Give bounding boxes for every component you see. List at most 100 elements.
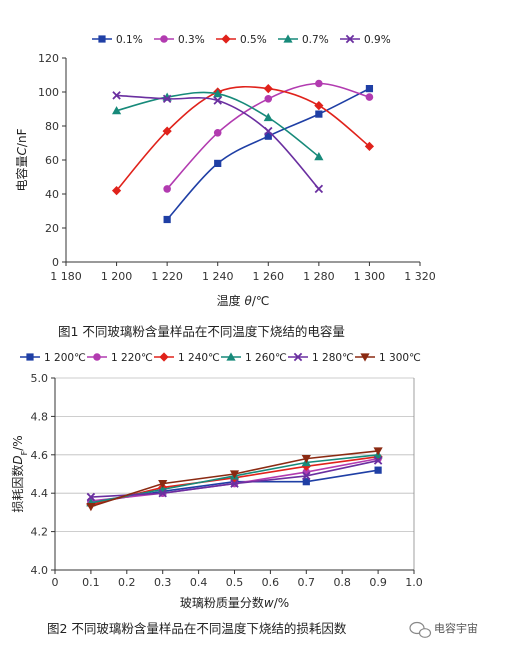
legend-marker (160, 35, 168, 43)
legend-label: 0.1% (116, 34, 143, 46)
data-point (86, 492, 96, 502)
data-point (158, 488, 167, 498)
x-tick-label: 1 180 (50, 270, 82, 283)
y-tick-label: 120 (38, 52, 59, 65)
y-tick-label: 0 (52, 256, 59, 269)
data-point (302, 478, 310, 486)
watermark: 电容宇宙 (409, 621, 478, 638)
legend-label: 0.5% (240, 34, 267, 46)
figure-caption: 图1 不同玻璃粉含量样品在不同温度下烧结的电容量 (58, 324, 345, 339)
chart-loss-factor: 1 200℃ 1 220℃ 1 240℃ 1 260℃ 1 280℃ 1 300℃ 4.0 4… (10, 352, 423, 636)
x-tick-label: 0.9 (369, 576, 387, 589)
legend-item: 1 280℃ (288, 352, 354, 364)
data-point (263, 84, 273, 94)
series (86, 452, 383, 510)
legend-item: 1 240℃ (154, 352, 220, 364)
data-point (214, 159, 222, 167)
data-point (373, 456, 383, 465)
legend-item: 1 220℃ (87, 352, 153, 364)
data-point (364, 141, 375, 151)
legend-item: 0.7% (278, 34, 329, 46)
y-tick-label: 4.0 (31, 564, 49, 577)
y-tick-label: 4.2 (31, 526, 49, 539)
data-point (315, 110, 323, 118)
data-point (374, 466, 382, 474)
legend-marker (226, 352, 236, 361)
data-point (264, 126, 273, 136)
legend-label: 1 240℃ (178, 352, 220, 364)
x-axis-label: 玻璃粉质量分数w/% (180, 595, 289, 610)
legend-marker (293, 352, 303, 362)
data-point (314, 184, 324, 194)
data-point (314, 152, 324, 161)
y-axis-label: 损耗因数DF/% (10, 435, 29, 512)
legend-marker (26, 353, 34, 361)
legend-item: 0.1% (92, 34, 143, 46)
data-point (373, 447, 383, 456)
x-tick-label: 1 200 (101, 270, 133, 283)
legend-marker (98, 35, 106, 43)
x-tick-label: 0.3 (154, 576, 172, 589)
data-point (302, 471, 311, 481)
data-point (263, 112, 273, 122)
legend-label: 1 200℃ (44, 352, 86, 364)
data-point (86, 503, 96, 512)
series (112, 91, 324, 194)
legend-label: 1 300℃ (379, 352, 421, 364)
x-axis-label: 温度 θ/℃ (217, 293, 270, 308)
legend-marker (345, 34, 355, 44)
y-tick-label: 4.8 (31, 410, 49, 423)
chart-capacitance: 0.1% 0.3% 0.5% 0.7% 0.9% 0 20 40 60 80 100 120 1 180… (14, 34, 436, 339)
x-tick-label: 0.2 (118, 576, 136, 589)
legend-label: 1 260℃ (245, 352, 287, 364)
data-point (365, 93, 374, 101)
legend-item: 0.5% (216, 34, 267, 46)
y-tick-label: 20 (45, 222, 59, 235)
x-tick-label: 0.4 (190, 576, 208, 589)
data-point (365, 85, 374, 93)
legend-item: 1 260℃ (221, 352, 287, 364)
x-tick-label: 0.8 (333, 576, 351, 589)
data-point (213, 89, 223, 98)
y-tick-label: 80 (45, 120, 59, 133)
legend-label: 1 220℃ (111, 352, 153, 364)
y-tick-label: 4.6 (31, 449, 49, 462)
x-tick-label: 1 300 (354, 270, 386, 283)
series (163, 85, 374, 224)
data-point (264, 95, 273, 103)
legend-label: 1 280℃ (312, 352, 354, 364)
x-tick-label: 0.6 (262, 576, 280, 589)
x-tick-label: 0 (52, 576, 59, 589)
data-point (162, 94, 172, 104)
legend-marker (159, 352, 169, 362)
series (86, 456, 383, 502)
y-tick-label: 100 (38, 86, 59, 99)
legend-item: 1 300℃ (355, 352, 421, 364)
x-tick-label: 0.1 (82, 576, 100, 589)
legend-item: 1 200℃ (20, 352, 86, 364)
series-line (116, 94, 320, 190)
x-tick-label: 1 260 (253, 270, 285, 283)
data-point (229, 470, 240, 479)
data-point (162, 126, 172, 136)
data-point (163, 215, 171, 224)
data-point (213, 129, 222, 137)
y-tick-label: 5.0 (31, 372, 49, 385)
y-tick-label: 60 (45, 154, 59, 167)
x-tick-label: 0.5 (226, 576, 244, 589)
data-point (213, 96, 222, 105)
legend-label: 0.7% (302, 34, 329, 46)
series (163, 79, 374, 193)
data-point (230, 479, 239, 488)
legend-item: 0.3% (154, 34, 205, 46)
x-tick-label: 1.0 (405, 576, 423, 589)
data-point (163, 185, 171, 193)
series-line (115, 85, 370, 192)
watermark-text: 电容宇宙 (434, 621, 478, 635)
x-tick-label: 1 280 (303, 270, 335, 283)
series-line (116, 91, 320, 158)
legend-item: 0.9% (340, 34, 391, 46)
data-point (111, 106, 122, 115)
legend-marker (283, 34, 293, 43)
